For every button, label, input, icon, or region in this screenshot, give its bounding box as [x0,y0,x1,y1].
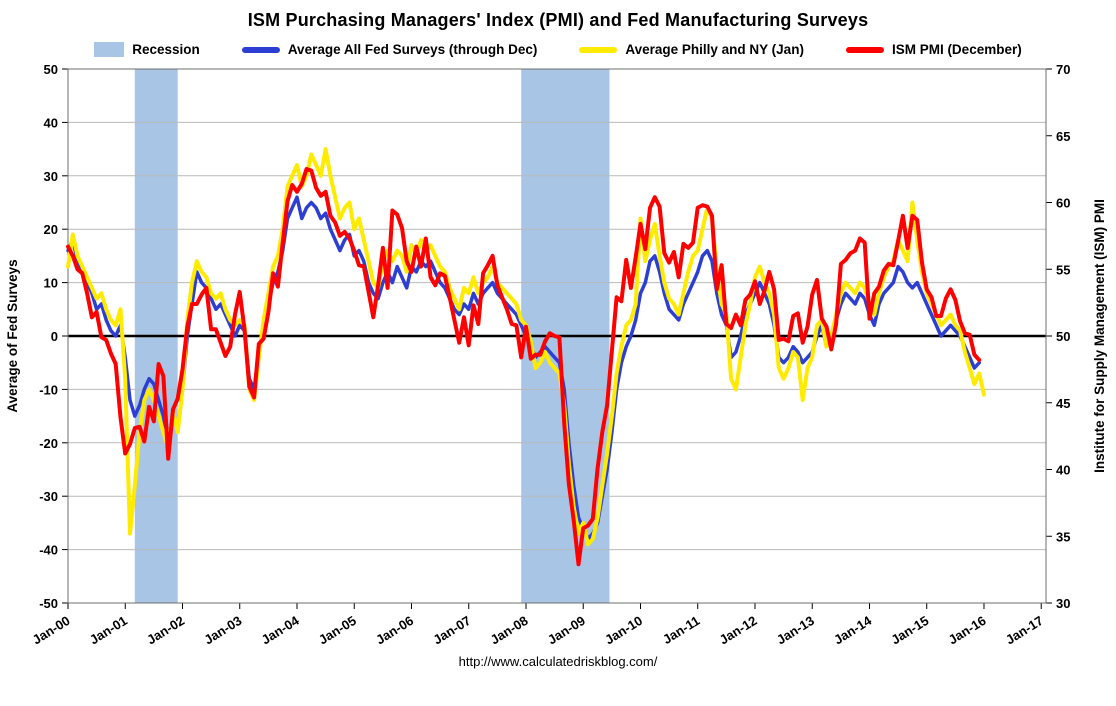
left-tick-label: -40 [39,543,58,558]
x-tick-label: Jan-11 [660,613,702,647]
left-tick-label: -20 [39,436,58,451]
right-tick-label: 50 [1056,329,1070,344]
x-tick-label: Jan-05 [316,613,359,648]
plot-border [67,68,1047,604]
x-tick-label: Jan-02 [144,613,187,648]
left-tick-label: -50 [39,596,58,611]
x-tick-label: Jan-17 [1003,613,1046,648]
left-tick-label: 0 [51,329,58,344]
left-tick-label: -30 [39,489,58,504]
x-tick-label: Jan-03 [201,613,244,648]
philly-ny-line-swatch [579,46,618,53]
legend-label-ism-pmi: ISM PMI (December) [891,42,1022,57]
legend-label-fed-surveys: Average All Fed Surveys (through Dec) [287,42,538,57]
legend-item-fed-surveys: Average All Fed Surveys (through Dec) [241,42,538,57]
right-tick-label: 30 [1056,596,1070,611]
right-tick-label: 40 [1056,463,1070,478]
ism-pmi-line-swatch [845,46,884,53]
x-tick-label: Jan-08 [488,613,531,648]
x-tick-label: Jan-14 [831,612,875,647]
x-tick-label: Jan-16 [946,613,989,648]
legend-item-recession: Recession [94,42,200,57]
right-tick-label: 55 [1056,262,1070,277]
x-tick-label: Jan-13 [774,613,817,648]
legend-label-philly-ny: Average Philly and NY (Jan) [625,42,804,57]
right-axis-title: Institute for Supply Management (ISM) PM… [1092,199,1107,473]
legend-item-ism-pmi: ISM PMI (December) [845,42,1022,57]
right-tick-label: 45 [1056,396,1070,411]
right-tick-label: 70 [1056,62,1070,77]
left-tick-label: 20 [44,222,58,237]
right-tick-label: 65 [1056,129,1070,144]
right-tick-label: 60 [1056,196,1070,211]
series-ism-pmi-december [66,167,982,567]
x-tick-label: Jan-07 [430,613,473,648]
x-tick-label: Jan-00 [30,613,73,648]
x-tick-label: Jan-12 [717,613,760,648]
right-tick-label: 35 [1056,529,1070,544]
x-tick-label: Jan-06 [373,613,416,648]
x-tick-label: Jan-04 [259,612,303,647]
x-tick-label: Jan-09 [545,613,588,648]
legend-label-recession: Recession [132,42,200,57]
chart-plot-area: -50 -40 -30 -20 -10 0 10 20 30 40 50 30 35 40 45 50 55 60… [5,62,1107,648]
x-tick-label: Jan-10 [602,613,645,648]
fed-surveys-line-swatch [241,46,280,53]
left-tick-label: 10 [44,276,58,291]
recession-swatch [94,42,125,57]
left-axis-title: Average of Fed Surveys [5,259,20,412]
source-url: http://www.calculatedriskblog.com/ [458,654,658,669]
legend: Recession Average All Fed Surveys (throu… [0,42,1116,57]
left-tick-label: 30 [44,169,58,184]
left-tick-label: 40 [44,115,58,130]
x-tick-label: Jan-01 [87,613,130,648]
left-tick-label: 50 [44,62,58,77]
left-tick-label: -10 [39,382,58,397]
legend-item-philly-ny: Average Philly and NY (Jan) [579,42,804,57]
x-tick-label: Jan-15 [888,613,931,648]
chart-title: ISM Purchasing Managers' Index (PMI) and… [247,10,869,30]
